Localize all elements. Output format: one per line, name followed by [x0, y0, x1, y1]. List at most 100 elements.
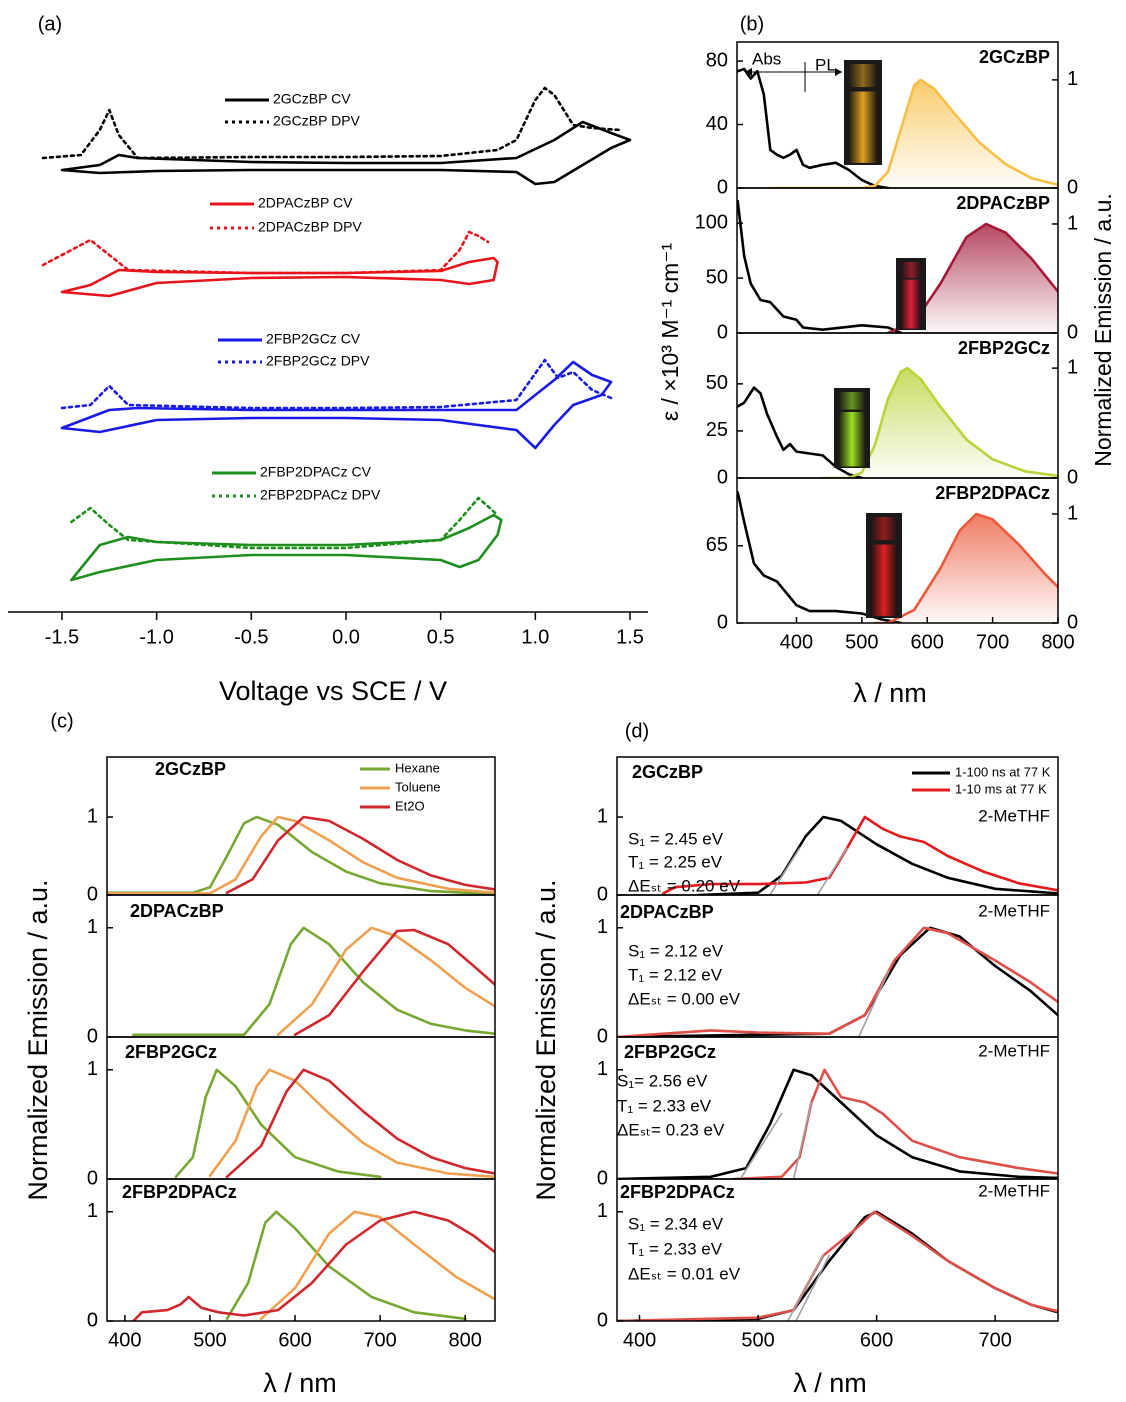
vial-cap	[870, 517, 898, 541]
annotation: T₁ = 2.25 eV	[628, 852, 723, 871]
x-axis-label: λ / nm	[263, 1368, 337, 1398]
arrow-head	[745, 68, 752, 76]
subplot-title: 2GCzBP	[632, 762, 703, 782]
series-line	[661, 815, 1058, 895]
x-axis-label: λ / nm	[853, 678, 927, 708]
y-tick-label: 1	[597, 1058, 608, 1080]
x-tick-label: 400	[623, 1329, 656, 1351]
series-line	[737, 386, 864, 478]
y2-tick-label: 1	[1067, 68, 1078, 90]
frame	[616, 1178, 1059, 1322]
plot	[737, 67, 1058, 188]
series-line	[617, 1068, 1058, 1179]
x-tick-label: 700	[978, 1329, 1011, 1351]
y-tick-label: 0	[87, 883, 98, 905]
series-line	[107, 815, 495, 895]
series-line	[132, 926, 495, 1037]
panel-label: (a)	[38, 13, 62, 35]
series-line	[107, 815, 495, 895]
y-tick-label: 1	[87, 916, 98, 938]
vial-liquid	[838, 412, 866, 467]
plot	[107, 815, 495, 895]
y-tick-label: 0	[597, 1167, 608, 1189]
annotation: PL	[815, 55, 836, 74]
legend-label: 2GCzBP DPV	[273, 113, 361, 129]
y-tick-label: 1	[597, 1200, 608, 1222]
subplot-title: 2GCzBP	[155, 759, 226, 779]
series-line	[70, 496, 499, 550]
annotation: ΔEₛₜ = 0.20 eV	[628, 876, 741, 895]
panel-label: (d)	[625, 720, 649, 742]
y-tick-label: 50	[706, 372, 728, 394]
series-line	[769, 847, 801, 895]
x-tick-label: 1.0	[521, 626, 549, 648]
annotation: ΔEₛₜ = 0.01 eV	[628, 1264, 741, 1283]
subplot-title: 2FBP2GCz	[958, 338, 1050, 358]
series-line	[733, 1068, 1058, 1179]
series-line	[617, 926, 1058, 1037]
y-tick-label: 25	[706, 419, 728, 441]
legend-label: 1-100 ns at 77 K	[955, 764, 1051, 779]
y-tick-label: 0	[597, 883, 608, 905]
series-line	[293, 928, 495, 1037]
legend-label: 1-10 ms at 77 K	[955, 781, 1047, 796]
series-line	[174, 1068, 382, 1179]
x-tick-label: -1.0	[139, 626, 173, 648]
annotation: 2-MeTHF	[978, 1041, 1050, 1060]
subplot-title: 2FBP2DPACz	[122, 1182, 237, 1202]
subplot-title: 2FBP2DPACz	[620, 1182, 735, 1202]
y-tick-label: 100	[695, 211, 728, 233]
y-tick-label: 1	[87, 1058, 98, 1080]
subplot-title: 2GCzBP	[979, 47, 1050, 67]
y-axis-label: Normalized Emission / a.u.	[23, 879, 53, 1200]
panel-label: (c)	[50, 710, 73, 732]
vial-liquid	[870, 544, 898, 616]
y-axis-label: ε / ×10³ M⁻¹ cm⁻¹	[657, 243, 683, 422]
y-tick-label: 1	[597, 805, 608, 827]
legend-label: 2FBP2GCz CV	[266, 331, 361, 347]
series-line	[858, 970, 890, 1037]
y-tick-label: 0	[717, 466, 728, 488]
vial-liquid	[848, 91, 878, 163]
legend-label: Hexane	[395, 760, 440, 775]
vial-cap	[848, 64, 878, 88]
x-tick-label: 0.5	[427, 626, 455, 648]
legend-label: 2DPACzBP DPV	[258, 219, 362, 235]
x-tick-label: 400	[108, 1329, 141, 1351]
legend-label: Et2O	[395, 798, 425, 813]
plot	[617, 1210, 1058, 1321]
subplot-title: 2DPACzBP	[620, 902, 714, 922]
subplot-title: 2FBP2GCz	[624, 1042, 716, 1062]
subplot-title: 2FBP2GCz	[125, 1042, 217, 1062]
y-tick-label: 0	[597, 1025, 608, 1047]
series-line	[739, 1112, 783, 1179]
y2-tick-label: 0	[1067, 611, 1078, 633]
legend-label: 2FBP2DPACz DPV	[260, 487, 381, 503]
series-line	[225, 1068, 495, 1179]
y-tick-label: 0	[87, 1025, 98, 1047]
y-tick-label: 1	[87, 1200, 98, 1222]
x-tick-label: 400	[780, 631, 813, 653]
series-line	[259, 1210, 495, 1321]
x-axis-label: λ / nm	[793, 1368, 867, 1398]
series-line	[60, 256, 499, 298]
x-tick-label: -1.5	[45, 626, 79, 648]
annotation: ΔEₛₜ= 0.23 eV	[617, 1120, 725, 1139]
series-line	[276, 926, 495, 1037]
y2-axis-label: Normalized Emission / a.u.	[1090, 193, 1116, 467]
series-line	[617, 1210, 1058, 1321]
frame	[106, 1178, 496, 1322]
legend-label: Toluene	[395, 779, 441, 794]
vial-cap	[838, 392, 866, 410]
x-tick-label: 1.5	[616, 626, 644, 648]
annotation: 2-MeTHF	[978, 806, 1050, 825]
x-tick-label: 700	[976, 631, 1009, 653]
x-tick-label: 800	[1041, 631, 1074, 653]
subplot-title: 2FBP2DPACz	[935, 483, 1050, 503]
y-tick-label: 0	[87, 1309, 98, 1331]
series-line	[60, 120, 632, 186]
x-tick-label: 700	[363, 1329, 396, 1351]
series-line	[769, 78, 1058, 188]
